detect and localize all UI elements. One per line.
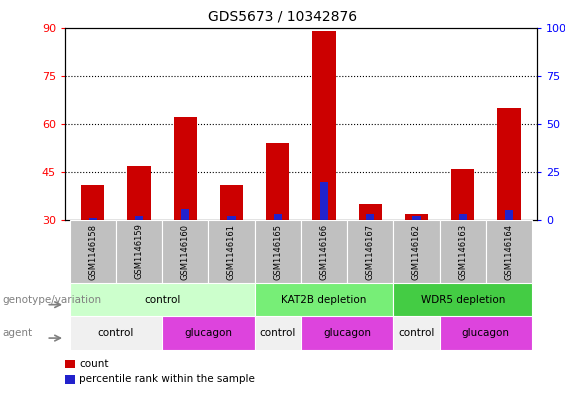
Bar xyxy=(273,214,282,220)
Text: GSM1146167: GSM1146167 xyxy=(366,224,375,279)
Bar xyxy=(208,220,255,283)
Text: control: control xyxy=(398,328,434,338)
Text: count: count xyxy=(79,358,108,369)
Bar xyxy=(301,316,393,350)
Text: WDR5 depletion: WDR5 depletion xyxy=(420,295,505,305)
Text: GSM1146160: GSM1146160 xyxy=(181,224,190,279)
Bar xyxy=(440,316,532,350)
Text: control: control xyxy=(98,328,134,338)
Text: GSM1146158: GSM1146158 xyxy=(88,224,97,279)
Text: GSM1146161: GSM1146161 xyxy=(227,224,236,279)
Text: GSM1146162: GSM1146162 xyxy=(412,224,421,279)
Text: GDS5673 / 10342876: GDS5673 / 10342876 xyxy=(208,10,357,24)
Bar xyxy=(162,220,208,283)
Text: GSM1146165: GSM1146165 xyxy=(273,224,282,279)
Bar xyxy=(255,220,301,283)
Bar xyxy=(81,185,105,220)
Bar xyxy=(255,316,301,350)
Bar xyxy=(320,182,328,220)
Text: genotype/variation: genotype/variation xyxy=(3,295,102,305)
Bar xyxy=(412,216,421,220)
Bar xyxy=(69,316,162,350)
Text: glucagon: glucagon xyxy=(184,328,232,338)
Bar xyxy=(366,214,375,220)
Bar xyxy=(347,220,393,283)
Text: KAT2B depletion: KAT2B depletion xyxy=(281,295,367,305)
Bar xyxy=(440,220,486,283)
Bar xyxy=(301,220,347,283)
Bar xyxy=(393,283,532,316)
Bar xyxy=(255,283,393,316)
Bar xyxy=(505,210,513,220)
Text: glucagon: glucagon xyxy=(462,328,510,338)
Bar xyxy=(69,220,116,283)
Text: GSM1146159: GSM1146159 xyxy=(134,224,144,279)
Bar xyxy=(312,31,336,220)
Text: control: control xyxy=(144,295,180,305)
Bar xyxy=(497,108,520,220)
Text: control: control xyxy=(259,328,296,338)
Bar xyxy=(451,169,474,220)
Bar xyxy=(173,118,197,220)
Bar xyxy=(220,185,243,220)
Bar xyxy=(135,216,143,220)
Bar xyxy=(181,209,189,220)
Bar xyxy=(486,220,532,283)
Bar xyxy=(459,214,467,220)
Bar xyxy=(405,214,428,220)
Bar xyxy=(128,165,150,220)
Bar xyxy=(116,220,162,283)
Text: percentile rank within the sample: percentile rank within the sample xyxy=(79,374,255,384)
Bar xyxy=(393,316,440,350)
Bar xyxy=(227,216,236,220)
Text: GSM1146164: GSM1146164 xyxy=(505,224,514,279)
Bar xyxy=(162,316,255,350)
Text: GSM1146166: GSM1146166 xyxy=(319,224,328,279)
Bar xyxy=(359,204,382,220)
Text: glucagon: glucagon xyxy=(323,328,371,338)
Text: agent: agent xyxy=(3,328,33,338)
Bar xyxy=(89,218,97,220)
Bar xyxy=(69,283,255,316)
Bar xyxy=(266,143,289,220)
Bar xyxy=(393,220,440,283)
Text: GSM1146163: GSM1146163 xyxy=(458,224,467,279)
